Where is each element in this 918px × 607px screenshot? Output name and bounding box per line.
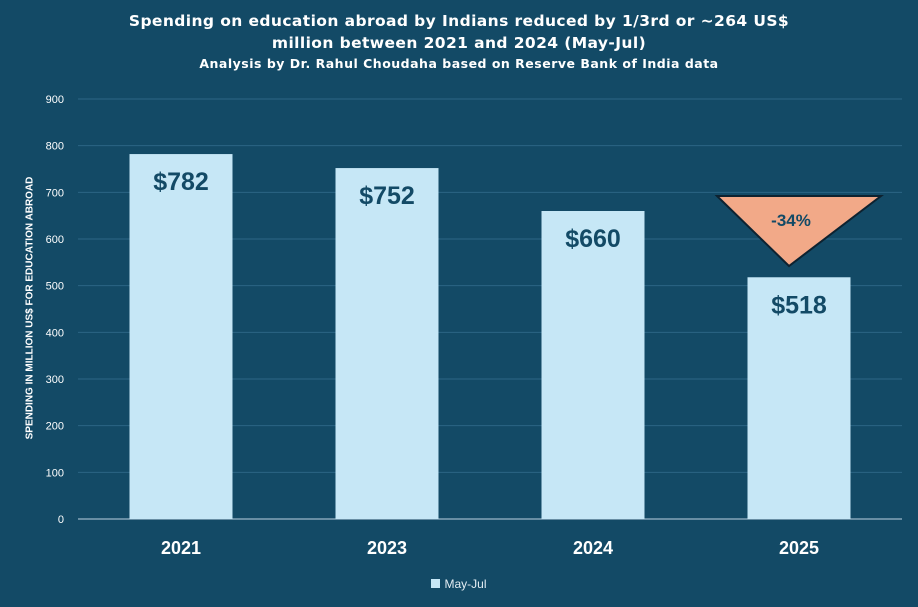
x-tick-label: 2021 <box>161 538 201 558</box>
y-tick-label: 500 <box>46 281 64 293</box>
chart-title-block: Spending on education abroad by Indians … <box>0 10 918 73</box>
y-tick-label: 700 <box>46 187 64 199</box>
chart-title-line-2: million between 2021 and 2024 (May-Jul) <box>271 34 647 52</box>
legend-label: May-Jul <box>444 577 487 591</box>
bar-data-label: $660 <box>565 225 621 253</box>
y-tick-label: 100 <box>46 467 64 479</box>
legend: May-Jul <box>0 577 918 591</box>
x-tick-label: 2024 <box>573 538 613 558</box>
bar <box>129 154 233 520</box>
chart-title-line-1: Spending on education abroad by Indians … <box>128 12 790 30</box>
legend-swatch <box>431 579 441 588</box>
y-tick-label: 300 <box>46 374 64 386</box>
chart-subtitle: Analysis by Dr. Rahul Choudaha based on … <box>199 56 719 71</box>
bar <box>541 211 645 519</box>
change-annotation-label: -34% <box>771 211 811 230</box>
bar-data-label: $782 <box>153 168 209 196</box>
y-tick-label: 200 <box>46 421 64 433</box>
x-tick-label: 2023 <box>367 538 407 558</box>
y-tick-label: 400 <box>46 327 64 339</box>
bar-data-label: $752 <box>359 182 415 210</box>
change-annotation-triangle <box>714 195 884 268</box>
bar-data-label: $518 <box>771 291 827 319</box>
x-tick-label: 2025 <box>779 538 819 558</box>
y-tick-label: 600 <box>46 234 64 246</box>
bar <box>335 168 439 520</box>
y-tick-label: 900 <box>46 94 64 106</box>
y-tick-label: 800 <box>46 141 64 153</box>
y-tick-label: 0 <box>58 514 64 526</box>
bar <box>747 277 851 519</box>
